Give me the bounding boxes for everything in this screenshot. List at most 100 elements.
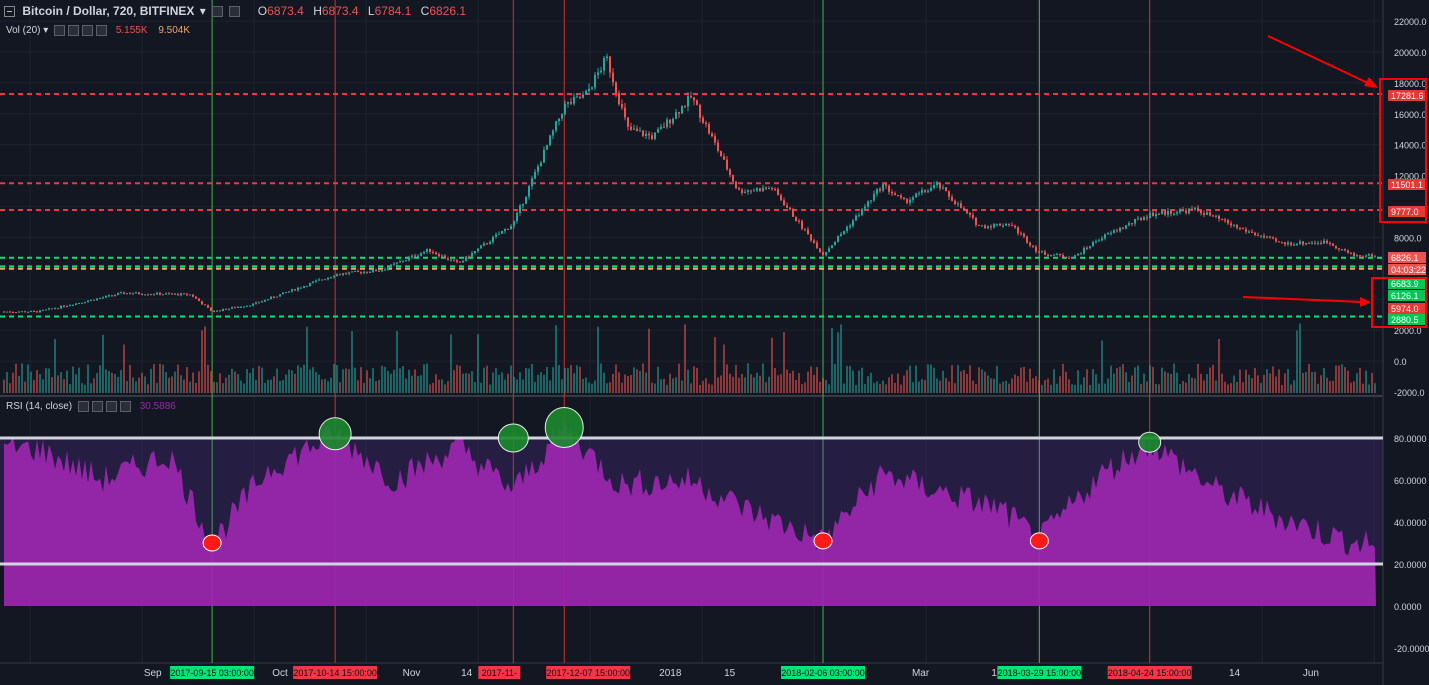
- date-badge: [478, 666, 521, 679]
- candle-body: [510, 225, 512, 230]
- candle-body: [615, 82, 617, 93]
- volume-bar: [1086, 369, 1088, 393]
- volume-bar: [591, 383, 593, 393]
- candle-body: [459, 261, 461, 263]
- volume-bar: [1074, 384, 1076, 393]
- volume-bar: [1338, 365, 1340, 393]
- collapse-icon[interactable]: [4, 6, 15, 18]
- volume-bar: [1137, 365, 1139, 393]
- add-icon[interactable]: [105, 401, 117, 412]
- candle-body: [570, 102, 572, 104]
- candle-body: [186, 293, 188, 295]
- volume-bar: [675, 377, 677, 393]
- volume-bar: [984, 371, 986, 393]
- volume-bar: [654, 383, 656, 393]
- add-icon[interactable]: [82, 25, 94, 36]
- volume-title[interactable]: Vol (20): [6, 25, 41, 37]
- volume-bar: [12, 372, 14, 393]
- settings-icon[interactable]: [212, 6, 224, 18]
- candle-body: [171, 293, 173, 295]
- volume-bar: [507, 373, 509, 393]
- candle-body: [1083, 247, 1085, 254]
- candle-body: [660, 126, 662, 130]
- candle-body: [1164, 210, 1166, 215]
- candle-body: [1347, 250, 1349, 253]
- candle-body: [429, 248, 431, 252]
- volume-bar: [141, 372, 143, 393]
- candle-body: [525, 196, 527, 204]
- volume-bar: [672, 378, 674, 393]
- settings-icon[interactable]: [68, 25, 80, 36]
- candle-body: [87, 300, 89, 303]
- candle-body: [432, 251, 434, 253]
- candle-body: [1173, 213, 1175, 215]
- candle-body: [84, 302, 86, 304]
- date-badge: [997, 666, 1082, 679]
- volume-bar: [426, 363, 428, 393]
- price-label: 2880.5: [1391, 315, 1419, 325]
- volume-bar: [147, 384, 149, 393]
- volume-bar: [57, 375, 59, 393]
- candle-body: [66, 305, 68, 307]
- volume-bar: [144, 376, 146, 393]
- settings-icon[interactable]: [91, 401, 103, 412]
- candle-body: [801, 221, 803, 229]
- price-tick: 22000.0: [1394, 17, 1427, 27]
- volume-bar: [825, 379, 827, 393]
- volume-bar: [588, 382, 590, 393]
- volume-bar: [1017, 376, 1019, 393]
- close-icon[interactable]: [119, 401, 131, 412]
- volume-bar: [609, 382, 611, 393]
- volume-bar: [174, 371, 176, 393]
- volume-bar: [186, 367, 188, 393]
- volume-bar: [39, 374, 41, 393]
- volume-bar: [405, 378, 407, 393]
- candle-body: [369, 271, 371, 273]
- volume-bar: [993, 378, 995, 393]
- volume-bar: [204, 326, 206, 393]
- chevron-down-icon[interactable]: ▾: [43, 25, 49, 37]
- price-label: 6683.9: [1391, 279, 1419, 289]
- candle-body: [639, 130, 641, 132]
- candle-body: [543, 149, 545, 163]
- volume-bar: [684, 324, 686, 393]
- eye-icon[interactable]: [77, 401, 89, 412]
- symbol-title[interactable]: Bitcoin / Dollar, 720, BITFINEX: [22, 4, 195, 18]
- candle-body: [387, 267, 389, 270]
- candle-body: [849, 225, 851, 227]
- candle-body: [876, 188, 878, 194]
- oversold-marker: [813, 532, 833, 550]
- volume-bar: [1134, 367, 1136, 393]
- candle-body: [153, 294, 155, 296]
- volume-bar: [1020, 367, 1022, 393]
- volume-bar: [1170, 373, 1172, 393]
- volume-bar: [324, 378, 326, 393]
- price-label: 6826.1: [1391, 253, 1419, 263]
- volume-bar: [456, 364, 458, 393]
- close-icon[interactable]: [96, 25, 108, 36]
- candle-body: [231, 307, 233, 309]
- chevron-down-icon[interactable]: ▾: [199, 4, 206, 18]
- volume-bar: [1122, 364, 1124, 393]
- volume-bar: [540, 372, 542, 393]
- candle-body: [1101, 238, 1103, 241]
- candle-body: [1131, 223, 1133, 225]
- candle-body: [645, 133, 647, 137]
- volume-bar: [666, 384, 668, 393]
- candle-body: [870, 200, 872, 202]
- candle-body: [144, 294, 146, 296]
- rsi-title[interactable]: RSI (14, close): [6, 401, 73, 413]
- volume-bar: [465, 373, 467, 393]
- volume-bar: [30, 371, 32, 393]
- hide-icon[interactable]: [229, 6, 241, 18]
- eye-icon[interactable]: [54, 25, 66, 36]
- candle-body: [75, 303, 77, 305]
- candle-body: [165, 293, 167, 295]
- volume-bar: [1308, 363, 1310, 393]
- candle-body: [807, 229, 809, 235]
- volume-bar: [279, 380, 281, 393]
- candle-body: [534, 171, 536, 179]
- volume-bar: [765, 382, 767, 393]
- volume-bar: [630, 374, 632, 393]
